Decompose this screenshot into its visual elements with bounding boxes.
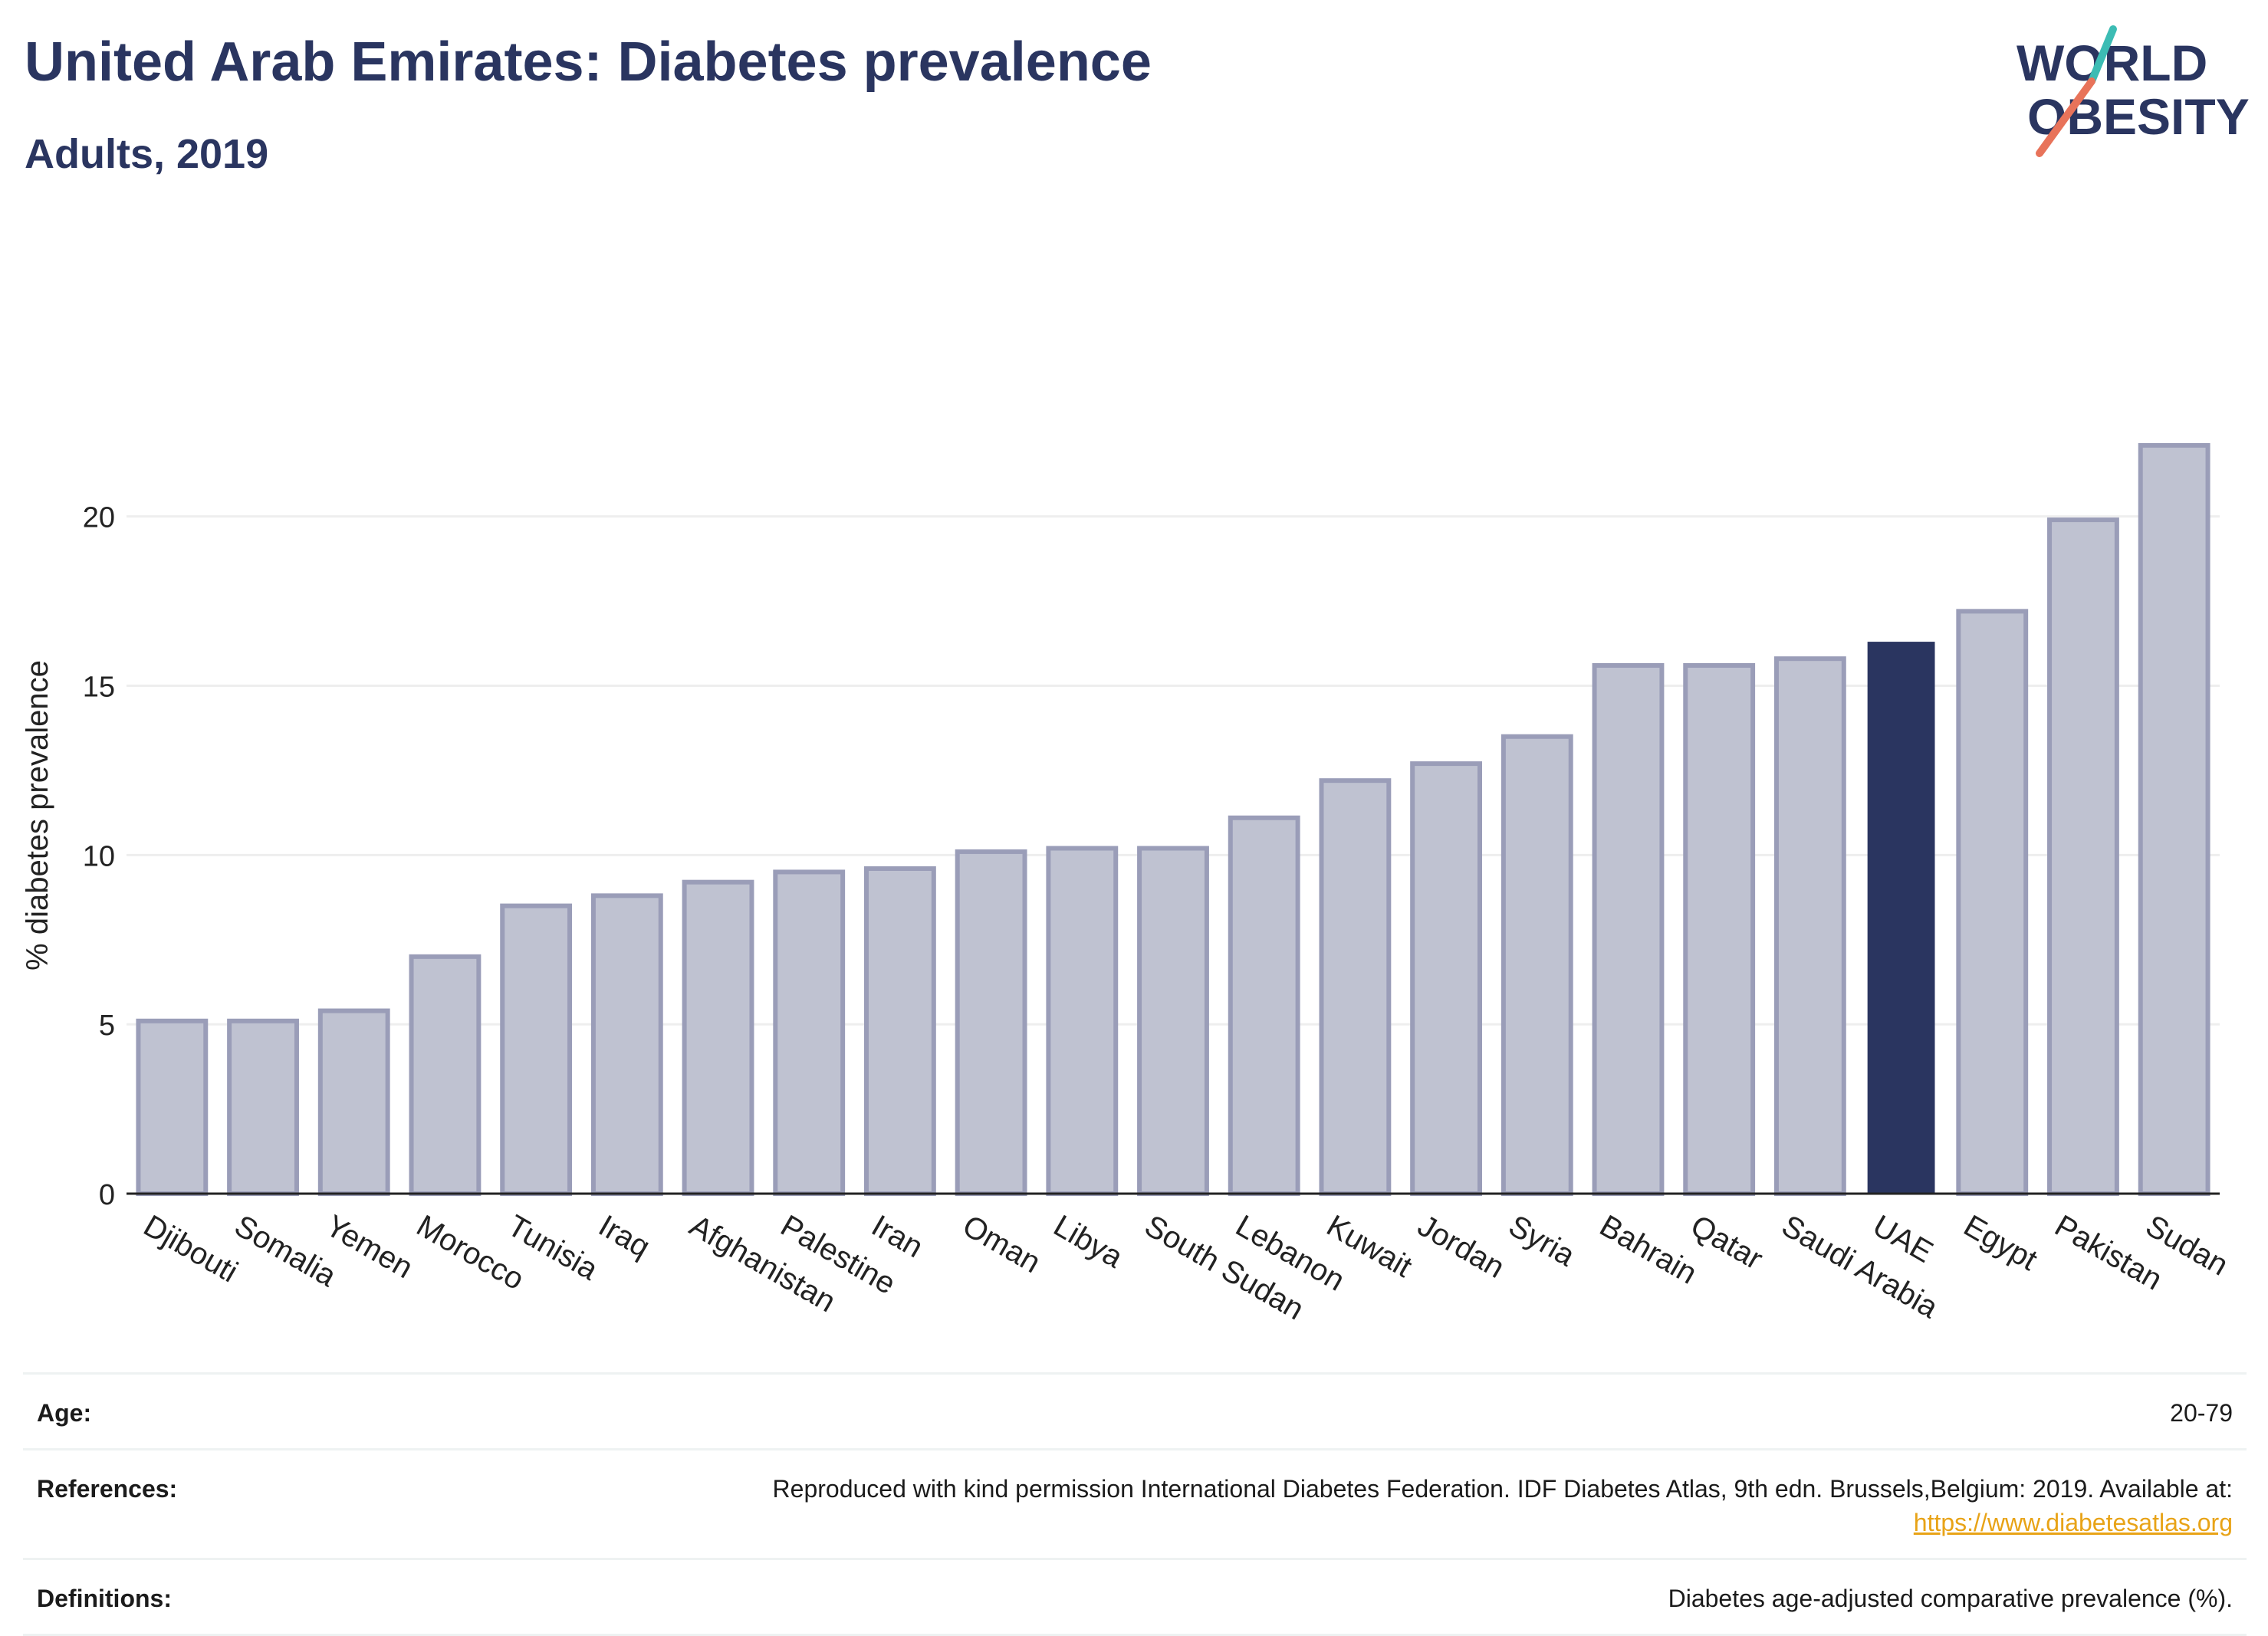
x-tick-label: Bahrain (1594, 1209, 1702, 1291)
logo-slash-coral (2036, 77, 2095, 157)
references-link[interactable]: https://www.diabetesatlas.org (1913, 1509, 2233, 1536)
bar-lebanon (1228, 815, 1300, 1196)
x-tick-label: Djibouti (138, 1209, 244, 1289)
age-label: Age: (37, 1399, 92, 1427)
bar-syria (1500, 734, 1573, 1196)
logo-line2: OBESITY (2027, 88, 2250, 145)
definitions-value: Diabetes age-adjusted comparative preval… (1668, 1585, 2233, 1612)
definitions-label: Definitions: (37, 1585, 172, 1612)
bar-south-sudan (1137, 846, 1209, 1196)
bar-palestine (773, 869, 846, 1197)
x-tick-label: Iran (866, 1209, 929, 1265)
y-tick-labels: 0 5 10 15 20 (83, 502, 115, 1211)
metadata-table: Age: 20-79 References: Reproduced with k… (23, 1372, 2247, 1636)
bar-morocco (409, 954, 482, 1196)
bar-somalia (227, 1018, 299, 1196)
y-tick-label: 15 (83, 672, 115, 704)
bar-pakistan (2047, 517, 2119, 1197)
x-tick-label: Egypt (1958, 1209, 2043, 1277)
x-tick-label: Oman (957, 1209, 1046, 1280)
logo-slash-teal (2088, 25, 2117, 85)
bar-kuwait (1319, 778, 1392, 1196)
page-title: United Arab Emirates: Diabetes prevalenc… (25, 31, 1152, 93)
bar-qatar (1683, 663, 1756, 1196)
age-value: 20-79 (2170, 1399, 2233, 1427)
bar-oman (955, 849, 1027, 1197)
y-tick-label: 0 (99, 1179, 115, 1211)
bars (136, 442, 2210, 1197)
x-tick-label: Somalia (229, 1209, 343, 1294)
age-row: Age: 20-79 (23, 1372, 2247, 1448)
bar-chart: 0 5 10 15 20 DjiboutiSomaliaYemenMoroccoTuni… (21, 442, 2233, 1327)
bar-uae (1867, 642, 1935, 1194)
bar-djibouti (136, 1018, 209, 1196)
references-value: Reproduced with kind permission Internat… (773, 1472, 2233, 1539)
x-tick-label: Syria (1503, 1209, 1581, 1273)
references-text: Reproduced with kind permission Internat… (772, 1475, 2233, 1503)
bar-sudan (2138, 442, 2210, 1196)
y-tick-label: 20 (83, 502, 115, 534)
bar-afghanistan (682, 879, 754, 1197)
bar-egypt (1956, 609, 2029, 1196)
bar-tunisia (500, 903, 573, 1196)
bar-saudi-arabia (1773, 656, 1846, 1196)
y-tick-label: 5 (99, 1010, 115, 1042)
x-tick-label: Libya (1048, 1209, 1129, 1275)
bar-iran (863, 866, 936, 1196)
y-axis-label: % diabetes prevalence (21, 660, 54, 971)
logo-line1: WORLD (2017, 34, 2207, 91)
x-tick-label: Iraq (593, 1209, 656, 1265)
y-tick-label: 10 (83, 840, 115, 872)
references-row: References: Reproduced with kind permiss… (23, 1448, 2247, 1558)
bar-bahrain (1592, 663, 1665, 1196)
bar-libya (1046, 846, 1119, 1196)
references-label: References: (37, 1475, 178, 1503)
definitions-row: Definitions: Diabetes age-adjusted compa… (23, 1558, 2247, 1636)
bar-jordan (1410, 761, 1483, 1196)
bar-yemen (317, 1008, 390, 1196)
bar-iraq (590, 893, 663, 1196)
world-obesity-logo: WORLD OBESITY (2017, 25, 2250, 157)
x-tick-label: Jordan (1412, 1209, 1510, 1285)
page-subtitle: Adults, 2019 (25, 131, 269, 177)
